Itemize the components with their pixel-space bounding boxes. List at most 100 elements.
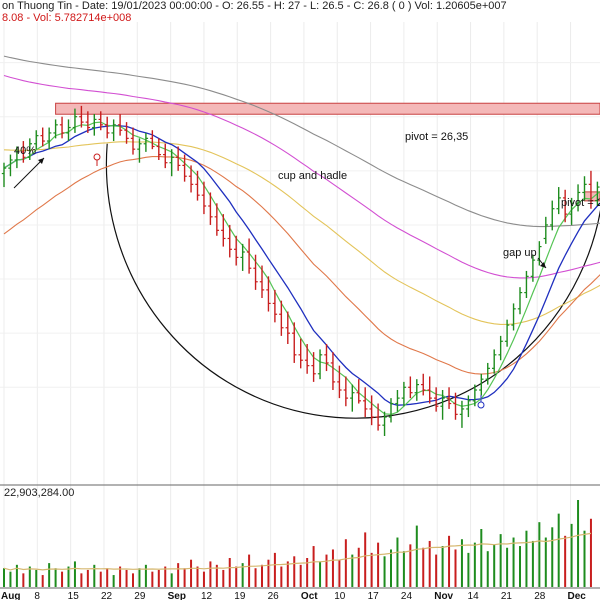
volume-bar <box>409 544 412 587</box>
candle <box>53 119 58 139</box>
candle <box>124 122 129 144</box>
candle <box>543 216 548 244</box>
candle <box>137 138 142 163</box>
ma-orange <box>3 155 600 375</box>
volume-bar <box>351 554 354 587</box>
candle <box>182 154 187 182</box>
volume-bar <box>190 559 193 587</box>
candle <box>446 387 452 409</box>
signal-marker-up <box>477 401 485 409</box>
candle <box>504 319 510 347</box>
candle <box>111 119 116 142</box>
volume-bar <box>448 535 451 587</box>
volume-bar <box>402 551 405 587</box>
x-tick-label: 24 <box>401 591 413 600</box>
annotation-pivot-2: pivot = 23 <box>561 197 600 209</box>
volume-bar <box>460 539 463 587</box>
volume-bar <box>157 569 160 587</box>
candle <box>92 114 97 136</box>
candle <box>8 154 13 177</box>
candle <box>440 390 445 420</box>
volume-bar <box>319 561 322 587</box>
volume-bar <box>138 568 141 587</box>
candle <box>163 143 168 169</box>
volume-bar <box>390 549 392 587</box>
x-tick-label: Nov <box>434 591 453 600</box>
volume-bar <box>15 564 18 587</box>
candle <box>240 243 245 271</box>
candle <box>388 398 394 423</box>
annotation-pivot-1: pivot = 26,35 <box>405 131 468 143</box>
volume-bar <box>280 566 283 587</box>
candle <box>363 387 368 418</box>
volume-bar <box>538 522 541 587</box>
x-tick-label: 12 <box>201 591 213 600</box>
volume-bars <box>3 500 592 587</box>
candle <box>266 276 271 312</box>
volume-bar <box>99 571 102 587</box>
candle <box>459 400 465 428</box>
candle <box>595 181 600 206</box>
volume-bar <box>67 566 70 587</box>
candle <box>511 303 516 331</box>
volume-bar <box>215 564 218 587</box>
x-tick-label: 29 <box>134 591 146 600</box>
volume-bar <box>41 575 44 587</box>
volume-bar <box>377 542 380 587</box>
volume-bar <box>235 566 238 587</box>
volume-bar <box>73 561 76 587</box>
volume-bar <box>512 537 515 587</box>
pivot-zone-1 <box>55 102 600 115</box>
candle <box>569 197 574 225</box>
candle <box>588 170 594 209</box>
candle <box>356 379 361 404</box>
volume-bar <box>422 547 425 587</box>
volume-bar <box>486 551 489 587</box>
candle <box>259 265 265 298</box>
x-tick-label: 14 <box>468 591 480 600</box>
candle <box>46 127 52 150</box>
candle <box>98 111 103 131</box>
candle <box>156 138 161 160</box>
volume-bar <box>344 539 347 587</box>
x-tick-label: 28 <box>534 591 546 600</box>
volume-bar <box>286 561 289 587</box>
candle <box>330 352 336 390</box>
candle <box>234 235 239 266</box>
volume-bar <box>396 537 399 587</box>
ma-magenta <box>3 74 600 279</box>
candle <box>453 392 458 420</box>
candle <box>524 270 529 298</box>
volume-bar <box>589 518 592 587</box>
candle <box>530 254 536 282</box>
arrow-head <box>540 262 546 268</box>
candle <box>395 390 400 412</box>
volume-bar <box>499 534 502 587</box>
candle <box>40 127 45 147</box>
volume-bar <box>254 568 257 587</box>
candle <box>324 344 329 372</box>
candle <box>72 108 78 133</box>
volume-bar <box>544 537 547 587</box>
volume-bar <box>473 542 476 587</box>
annotation-cup: cup and hadle <box>278 170 347 182</box>
candle <box>498 335 503 361</box>
candle <box>21 141 26 163</box>
candle <box>337 365 342 399</box>
candle <box>34 130 39 150</box>
x-tick-label: 22 <box>101 591 113 600</box>
volume-bar <box>428 540 431 587</box>
volume-bar <box>196 566 199 587</box>
candle <box>169 149 174 177</box>
candle <box>433 387 439 412</box>
candle <box>14 146 20 169</box>
volume-bar <box>164 566 167 587</box>
volume-bar <box>228 558 231 587</box>
candle <box>427 376 432 404</box>
candle <box>253 254 258 290</box>
volume-bar <box>3 568 5 587</box>
volume-bar <box>28 566 31 587</box>
volume-bar <box>570 523 573 587</box>
volume-bar <box>48 563 51 587</box>
volume-bar <box>557 513 560 587</box>
